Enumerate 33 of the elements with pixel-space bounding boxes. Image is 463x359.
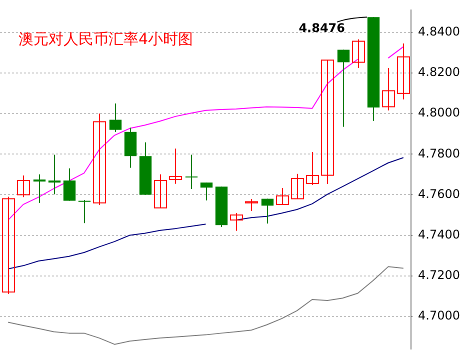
annotation: 4.8476 bbox=[298, 21, 345, 36]
candlestick bbox=[397, 42, 410, 100]
text: 澳元对人民币汇率4小时图 bbox=[18, 30, 194, 48]
candlestick bbox=[306, 152, 319, 186]
candlestick bbox=[291, 173, 304, 200]
candlestick bbox=[382, 67, 395, 111]
candlestick bbox=[276, 188, 289, 206]
y-tick-label: 4.8400 bbox=[418, 24, 460, 39]
candlestick bbox=[154, 174, 167, 208]
y-tick-label: 4.8200 bbox=[418, 65, 460, 80]
candlestick bbox=[200, 182, 213, 201]
y-tick-label: 4.7800 bbox=[418, 146, 460, 160]
candlestick bbox=[261, 198, 274, 224]
candlestick bbox=[321, 60, 334, 184]
candlestick bbox=[48, 154, 61, 195]
candlestick bbox=[93, 113, 106, 206]
candlestick bbox=[169, 148, 182, 184]
candlestick bbox=[337, 49, 350, 128]
candlestick bbox=[2, 196, 15, 295]
y-tick-label: 4.8000 bbox=[418, 106, 460, 120]
candlestick bbox=[63, 168, 76, 202]
y-tick-label: 4.7200 bbox=[418, 268, 460, 282]
candlestick bbox=[185, 154, 198, 190]
candlestick bbox=[78, 199, 91, 224]
candlestick bbox=[245, 198, 258, 212]
y-tick-label: 4.7600 bbox=[418, 186, 460, 201]
candlestick bbox=[230, 212, 243, 232]
y-tick-label: 4.7400 bbox=[418, 227, 460, 242]
candlestick bbox=[17, 174, 30, 198]
candlestick bbox=[352, 38, 365, 68]
candlestick bbox=[33, 174, 46, 204]
candlestick bbox=[109, 102, 122, 132]
y-tick-label: 4.7000 bbox=[418, 308, 460, 322]
